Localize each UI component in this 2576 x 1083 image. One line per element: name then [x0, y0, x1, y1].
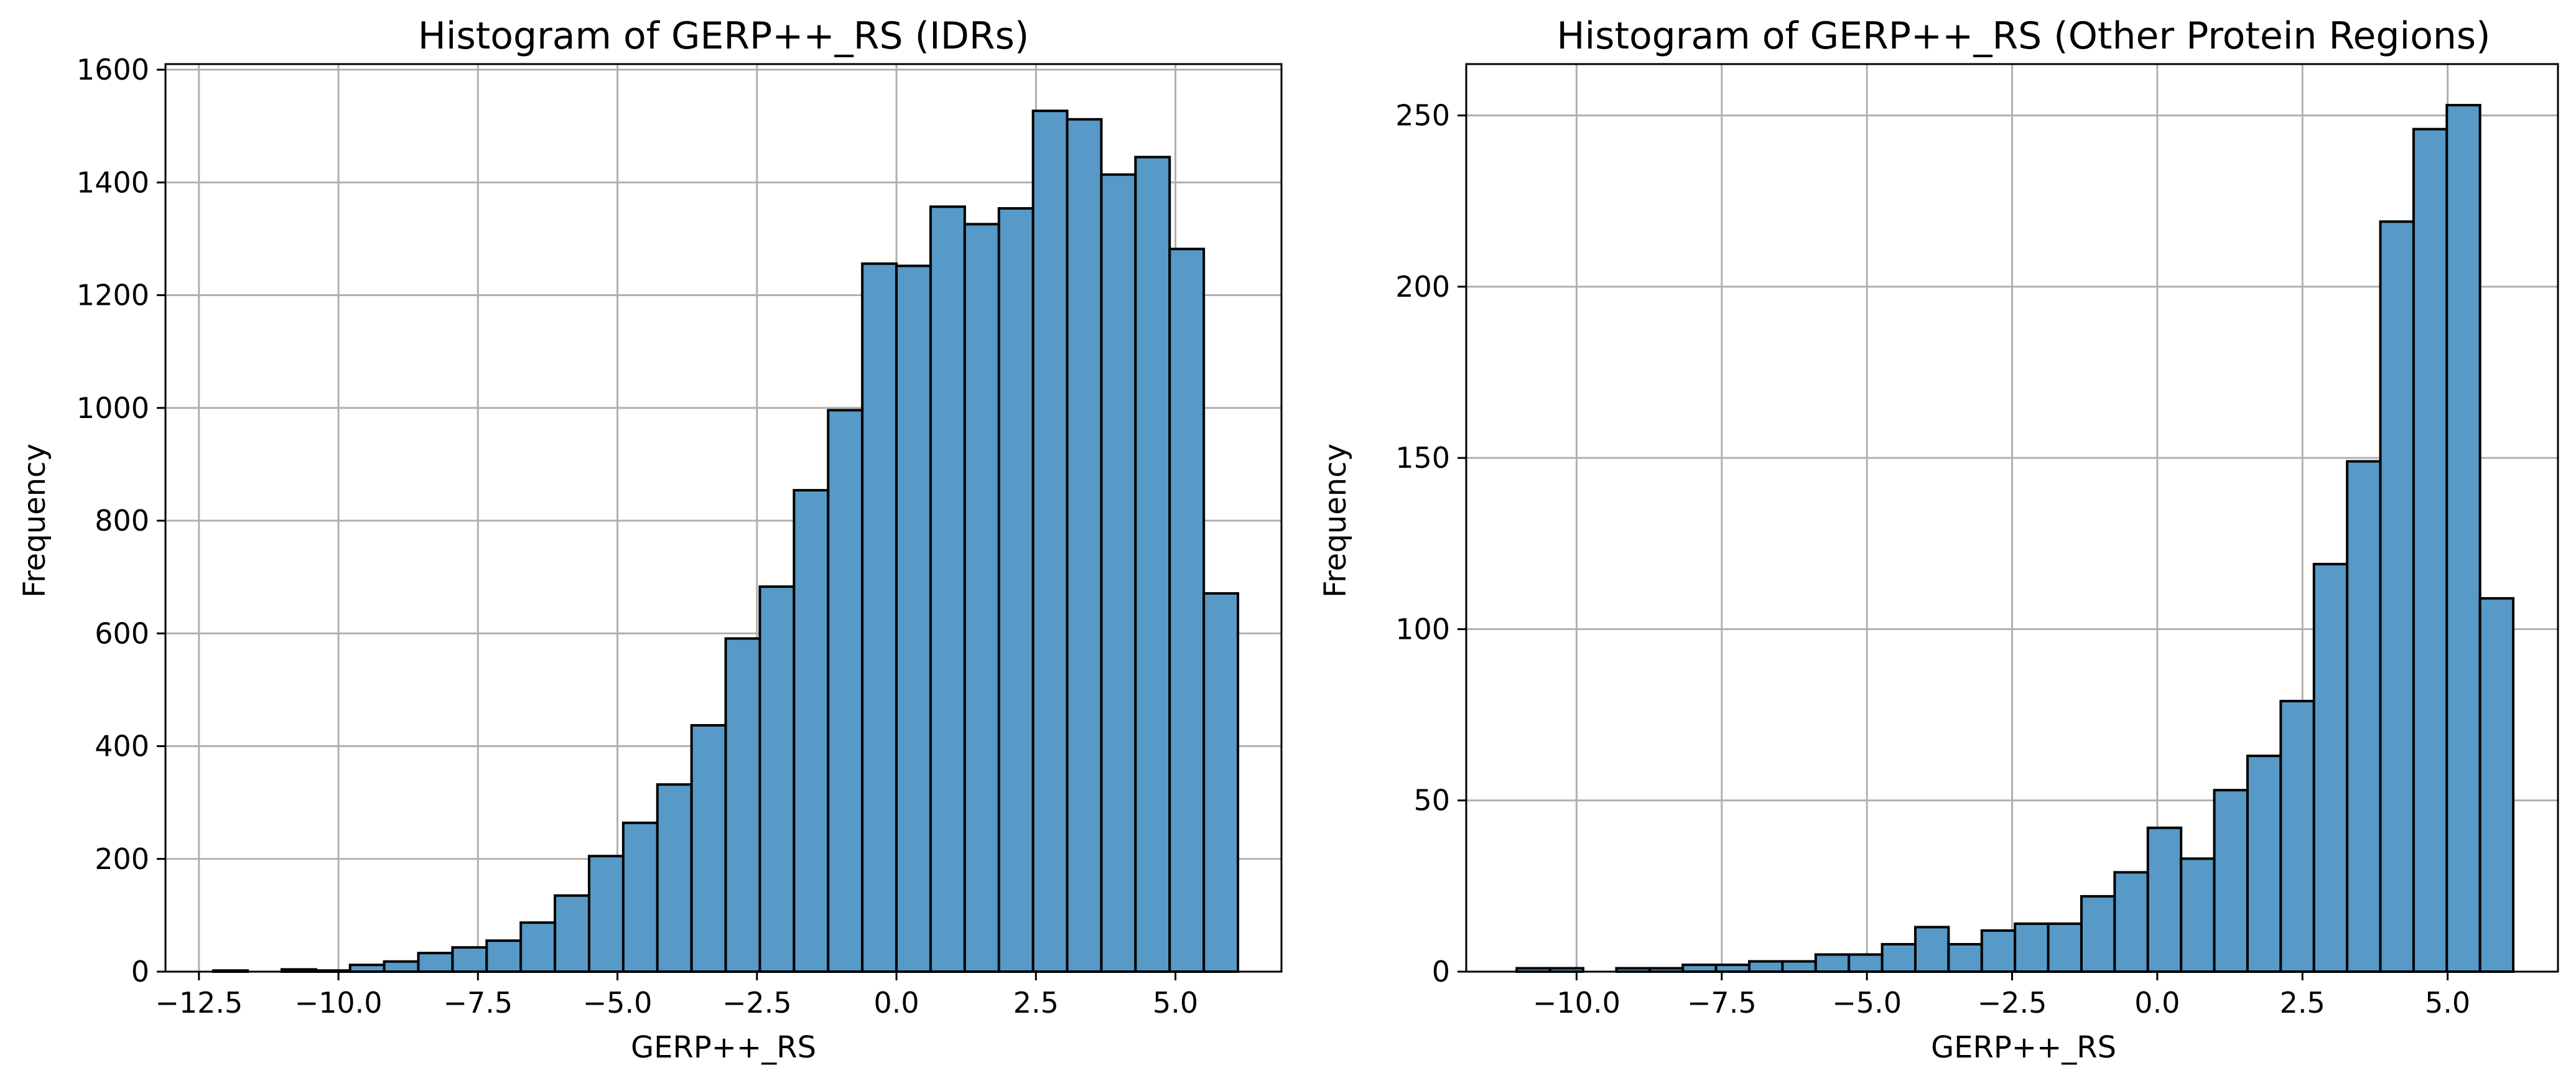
x-axis-ticks: −12.5 −10.0 −7.5 −5.0 −2.5 0.0 2.5 5.0: [155, 972, 1198, 1020]
histogram-bar: [793, 489, 830, 973]
histogram-bar: [758, 585, 796, 973]
y-tick-label: 1200: [77, 279, 149, 312]
histogram-bar: [690, 723, 727, 973]
histogram-bar: [2113, 871, 2149, 973]
x-tick-label: 2.5: [1013, 986, 1059, 1020]
histogram-bar: [2379, 220, 2415, 973]
histogram-bar: [2279, 700, 2315, 974]
histogram-bars: [212, 109, 1240, 974]
x-tick-label: 5.0: [1153, 986, 1198, 1020]
histogram-bar: [1168, 248, 1206, 973]
histogram-bar: [621, 821, 659, 973]
histogram-bar: [1066, 118, 1103, 973]
chart-title: Histogram of GERP++_RS (IDRs): [418, 14, 1030, 58]
histogram-bar: [1913, 926, 1950, 973]
x-tick-label: −5.0: [1832, 986, 1902, 1020]
histogram-bar: [929, 205, 966, 973]
histogram-bar: [1848, 953, 1884, 973]
histogram-bar: [1980, 929, 2017, 974]
y-tick-label: 150: [1395, 441, 1450, 475]
x-tick-label: −2.5: [722, 986, 792, 1020]
y-tick-label: 200: [95, 842, 149, 876]
histogram-bar: [348, 964, 386, 974]
histogram-bar: [861, 262, 898, 974]
x-axis-label: GERP++_RS: [1931, 1030, 2116, 1065]
histogram-bar: [2213, 789, 2249, 973]
histogram-bar: [997, 207, 1035, 973]
y-tick-label: 800: [95, 504, 149, 537]
histogram-bar: [2346, 460, 2382, 973]
histogram-bar: [383, 960, 420, 974]
y-axis-label: Frequency: [1318, 444, 1353, 598]
x-tick-label: 2.5: [2280, 986, 2325, 1020]
histogram-bar: [827, 409, 864, 973]
chart-title: Histogram of GERP++_RS (Other Protein Re…: [1556, 14, 2490, 58]
y-tick-label: 0: [1432, 955, 1450, 988]
y-tick-label: 1600: [77, 53, 149, 86]
y-axis-ticks: 0 50 100 150 200 250: [1395, 99, 1466, 988]
histogram-bar: [2180, 857, 2216, 974]
y-tick-label: 1400: [77, 165, 149, 199]
histogram-bar: [2014, 922, 2050, 974]
x-tick-label: 0.0: [2134, 986, 2180, 1020]
histogram-bar: [2445, 104, 2481, 974]
x-tick-label: −10.0: [295, 986, 383, 1020]
histogram-bar: [1747, 960, 1784, 974]
histogram-bar: [1947, 942, 1983, 973]
x-tick-label: −2.5: [1978, 986, 2047, 1020]
histogram-bar: [2047, 922, 2083, 974]
histogram-bar: [1100, 173, 1137, 973]
y-tick-label: 50: [1413, 784, 1450, 817]
x-tick-label: −10.0: [1533, 986, 1620, 1020]
x-tick-label: −12.5: [155, 986, 243, 1020]
x-tick-label: −7.5: [443, 986, 513, 1020]
x-tick-label: 5.0: [2425, 986, 2470, 1020]
histogram-bar: [1202, 592, 1240, 973]
histogram-bar: [588, 855, 625, 973]
histogram-bar: [519, 921, 557, 974]
histogram-bar: [895, 264, 932, 974]
x-axis-label: GERP++_RS: [631, 1030, 816, 1065]
plot-frame: [164, 63, 1283, 973]
histogram-bar: [485, 939, 523, 973]
histogram-bar: [1881, 942, 1917, 973]
histogram-bar: [2312, 562, 2349, 973]
histogram-idrs: Histogram of GERP++_RS (IDRs) GERP++_RS …: [17, 14, 1283, 1065]
histogram-bar: [2246, 755, 2282, 974]
histogram-bar: [1134, 156, 1171, 973]
x-tick-label: −7.5: [1687, 986, 1757, 1020]
histogram-bar: [1714, 963, 1751, 973]
histogram-bar: [2146, 826, 2183, 973]
y-tick-label: 100: [1395, 612, 1450, 646]
y-tick-label: 250: [1395, 99, 1450, 132]
histogram-bar: [554, 894, 591, 974]
histogram-other-protein-regions: Histogram of GERP++_RS (Other Protein Re…: [1318, 14, 2559, 1065]
histogram-bar: [724, 637, 761, 973]
y-tick-label: 1000: [77, 391, 149, 425]
y-tick-label: 400: [95, 730, 149, 763]
histogram-bar: [1681, 963, 1718, 973]
y-axis-label: Frequency: [17, 444, 52, 598]
y-axis-ticks: 0 200 400 600 800 1000 1200 1400 1600: [77, 53, 165, 988]
y-tick-label: 600: [95, 616, 149, 650]
histogram-bar: [1031, 109, 1069, 973]
histogram-bars: [1515, 104, 2515, 974]
x-axis-ticks: −10.0 −7.5 −5.0 −2.5 0.0 2.5 5.0: [1533, 972, 2470, 1020]
histogram-bar: [2478, 597, 2515, 973]
histogram-bar: [2080, 895, 2116, 974]
histogram-bar: [417, 952, 454, 973]
x-tick-label: −5.0: [583, 986, 653, 1020]
histogram-bar: [2412, 128, 2448, 973]
histogram-bar: [1814, 953, 1851, 973]
histogram-bar: [963, 223, 1000, 973]
histogram-bar: [1781, 960, 1817, 974]
histogram-bar: [451, 946, 488, 974]
histogram-bar: [656, 783, 693, 974]
x-tick-label: 0.0: [873, 986, 919, 1020]
y-tick-label: 200: [1395, 270, 1450, 304]
y-tick-label: 0: [131, 955, 149, 988]
